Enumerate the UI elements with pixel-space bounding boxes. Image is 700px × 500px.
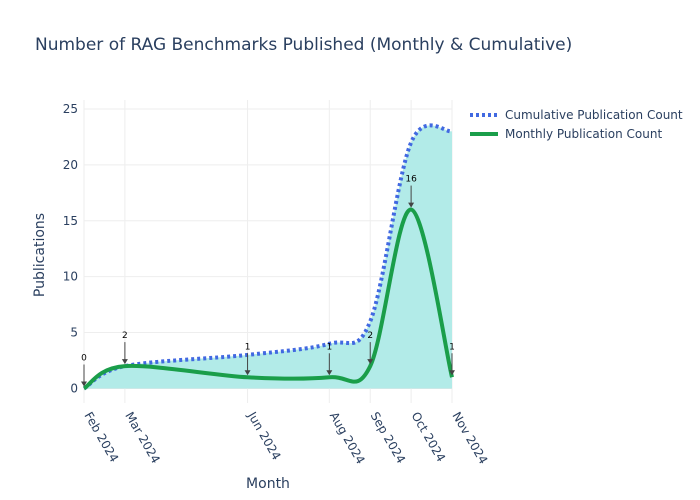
annotation-arrowhead xyxy=(244,370,251,376)
annotation-label: 1 xyxy=(245,342,251,352)
x-tick-label: Mar 2024 xyxy=(122,410,163,466)
x-tick-label: Aug 2024 xyxy=(327,410,368,467)
legend-label: Monthly Publication Count xyxy=(505,127,662,141)
chart-title: Number of RAG Benchmarks Published (Mont… xyxy=(35,35,572,55)
y-tick-label: 10 xyxy=(63,270,78,284)
annotation-label: 1 xyxy=(449,342,455,352)
annotation-label: 16 xyxy=(405,175,417,185)
annotation-label: 0 xyxy=(81,353,87,363)
x-tick-label: Jun 2024 xyxy=(244,409,283,463)
x-tick-label: Sep 2024 xyxy=(368,410,409,466)
y-tick-label: 0 xyxy=(70,381,78,395)
x-axis-ticks: Feb 2024 Mar 2024 Jun 2024 Aug 2024 Sep 2024… xyxy=(81,409,490,467)
legend[interactable]: Cumulative Publication Count Monthly Publ… xyxy=(470,108,683,141)
series-lines xyxy=(82,123,454,391)
annotation-arrowhead xyxy=(449,370,455,376)
x-tick-label: Oct 2024 xyxy=(409,410,449,465)
legend-label: Cumulative Publication Count xyxy=(505,108,683,122)
annotation-arrowhead xyxy=(81,381,87,387)
annotation-label: 1 xyxy=(326,342,332,352)
y-axis-title: Publications xyxy=(32,213,48,297)
annotation-label: 2 xyxy=(122,331,128,341)
cumulative-line xyxy=(82,123,453,391)
x-tick-label: Nov 2024 xyxy=(449,410,490,467)
legend-item[interactable]: Cumulative Publication Count xyxy=(470,108,683,122)
y-tick-label: 5 xyxy=(70,326,78,340)
x-tick-label: Feb 2024 xyxy=(81,410,121,465)
y-axis-ticks: 0 5 10 15 20 25 xyxy=(63,102,78,396)
y-tick-label: 25 xyxy=(63,102,78,116)
annotation-arrowhead xyxy=(326,370,333,376)
y-tick-label: 15 xyxy=(63,214,78,228)
y-tick-label: 20 xyxy=(63,158,78,172)
annotations: 0 2 1 1 2 16 1 xyxy=(81,175,455,387)
x-axis-title: Month xyxy=(246,476,290,492)
monthly-line xyxy=(82,207,454,391)
legend-item[interactable]: Monthly Publication Count xyxy=(470,127,662,141)
annotation-arrowhead xyxy=(408,202,415,208)
annotation-arrowhead xyxy=(121,359,128,365)
annotation-arrowhead xyxy=(367,359,374,365)
cumulative-fill-area xyxy=(84,125,452,389)
annotation-label: 2 xyxy=(367,331,373,341)
cumulative-fill xyxy=(84,125,452,389)
